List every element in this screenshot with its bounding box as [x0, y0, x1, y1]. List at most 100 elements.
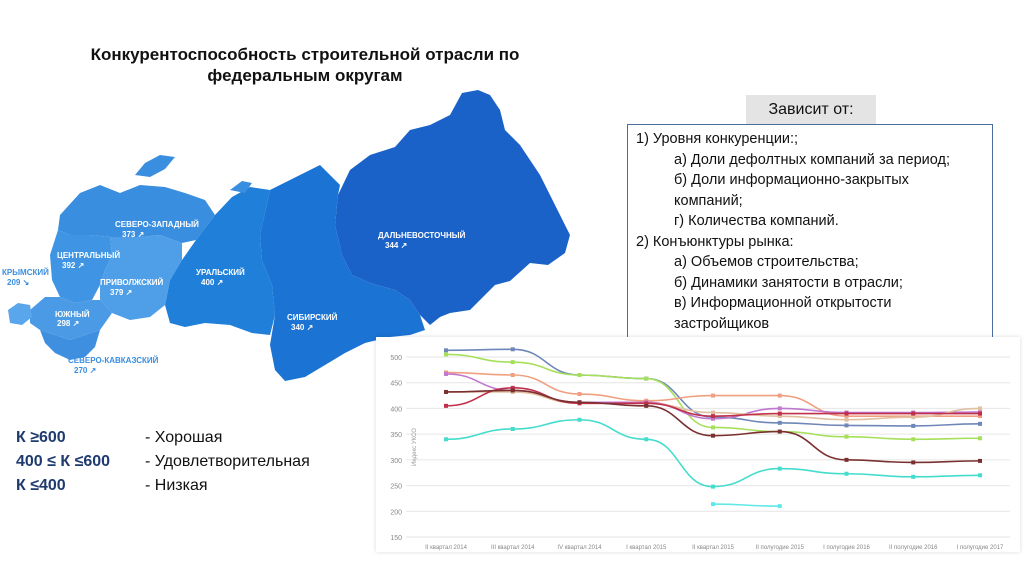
data-point [844, 457, 849, 462]
map-value-north-caucasus: 270 ↗ [74, 366, 96, 375]
data-point [577, 417, 582, 422]
data-point [911, 474, 916, 479]
factor-line: 2) Конъюнктуры рынка: [636, 233, 794, 250]
data-point [711, 416, 715, 421]
depends-on-label: Зависит от: [746, 95, 876, 125]
factors-box: 1) Уровня конкуренции:; а) Доли дефолтны… [627, 124, 993, 338]
factor-line: б) Динамики занятости в отрасли; [674, 274, 903, 291]
y-tick-label: 150 [390, 535, 402, 542]
x-tick-label: IV квартал 2014 [557, 545, 602, 551]
y-tick-label: 300 [390, 458, 402, 465]
map-region-central[interactable] [50, 230, 112, 303]
data-point [510, 385, 515, 390]
factor-line: компаний; [674, 192, 743, 209]
data-point [644, 403, 649, 408]
x-tick-label: III квартал 2014 [491, 545, 535, 551]
data-point [711, 433, 715, 438]
data-point [844, 411, 849, 416]
map-value-volga: 379 ↗ [110, 288, 132, 297]
data-point [510, 347, 515, 352]
data-point [510, 360, 515, 365]
map-label-north-west: СЕВЕРО-ЗАПАДНЫЙ [115, 220, 199, 229]
map-label-north-caucasus: СЕВЕРО-КАВКАЗСКИЙ [68, 356, 159, 365]
data-point [711, 484, 715, 489]
y-tick-label: 250 [390, 484, 402, 491]
map-region-far-east[interactable] [335, 90, 570, 325]
data-point [911, 423, 916, 428]
factor-line: застройщиков [674, 315, 770, 332]
data-point [444, 437, 448, 442]
data-point [978, 473, 982, 478]
map-peninsula [512, 155, 552, 225]
data-point [844, 434, 849, 439]
data-point [777, 414, 782, 419]
y-tick-label: 350 [390, 432, 402, 439]
map-region-north-caucasus[interactable] [40, 330, 100, 360]
map-region-crimea[interactable] [8, 303, 32, 325]
legend-desc-good: - Хорошая [145, 429, 223, 446]
map-islands [135, 155, 252, 193]
x-tick-label: I квартал 2015 [626, 545, 667, 551]
map-label-far-east: ДАЛЬНЕВОСТОЧНЫЙ [378, 231, 466, 240]
map-value-central: 392 ↗ [62, 261, 84, 270]
data-point [844, 423, 849, 428]
map-label-volga: ПРИВОЛЖСКИЙ [100, 278, 163, 287]
legend-desc-low: - Низкая [145, 477, 208, 494]
map-value-crimea: 209 ↘ [7, 278, 29, 287]
map-region-volga[interactable] [100, 235, 182, 320]
data-point [711, 414, 715, 419]
y-tick-label: 400 [390, 406, 402, 413]
data-point [444, 371, 448, 376]
data-point [444, 403, 448, 408]
page-title: Конкурентоспособность строительной отрас… [90, 45, 520, 85]
factor-line: б) Доли информационно-закрытых [674, 172, 909, 188]
map-region-south[interactable] [30, 297, 112, 340]
factor-line: 1) Уровня конкуренции:; [636, 131, 799, 147]
map-value-south: 298 ↗ [57, 319, 79, 328]
data-point [777, 406, 782, 411]
data-point [844, 417, 849, 422]
line-chart: 150 200 250 300 350 400 450 500 Индекс УКСО II кв… [376, 337, 1020, 552]
map-region-north-west[interactable] [58, 185, 215, 243]
x-tick-label: I полугодие 2016 [823, 545, 870, 551]
data-point [911, 437, 916, 442]
data-point [711, 502, 715, 507]
data-point [978, 406, 982, 411]
factor-line: а) Доли дефолтных компаний за период; [674, 151, 950, 168]
data-point [978, 458, 982, 463]
y-tick-label: 450 [390, 381, 402, 388]
x-tick-label: II полугодие 2015 [756, 545, 805, 551]
data-point [911, 415, 916, 420]
data-point [444, 389, 448, 394]
data-point [844, 414, 849, 419]
data-point [777, 393, 782, 398]
map-value-siberia: 340 ↗ [291, 323, 313, 332]
map-value-urals: 400 ↗ [201, 278, 223, 287]
data-point [844, 471, 849, 476]
factor-line: а) Объемов строительства; [674, 254, 859, 270]
data-point [644, 437, 649, 442]
map-label-siberia: СИБИРСКИЙ [287, 313, 338, 322]
data-point [444, 352, 448, 357]
data-point [777, 466, 782, 471]
x-tick-label: II квартал 2014 [425, 545, 467, 551]
data-point [978, 411, 982, 416]
russia-map: СЕВЕРО-ЗАПАДНЫЙ 373 ↗ ЦЕНТРАЛЬНЫЙ 392 ↗ … [2, 90, 570, 381]
data-point [644, 401, 649, 406]
map-region-siberia[interactable] [260, 165, 425, 381]
map-value-north-west: 373 ↗ [122, 230, 144, 239]
data-point [711, 410, 715, 415]
y-tick-label: 200 [390, 509, 402, 516]
y-axis-label: Индекс УКСО [412, 428, 418, 466]
data-point [978, 421, 982, 426]
y-tick-label: 500 [390, 355, 402, 362]
legend-key-satisfactory: 400 ≤ К ≤600 [16, 453, 111, 470]
data-point [510, 388, 515, 393]
data-point [711, 425, 715, 430]
legend-desc-satisfactory: - Удовлетворительная [145, 453, 310, 470]
data-point [911, 460, 916, 465]
map-region-urals[interactable] [165, 187, 275, 335]
legend-key-low: К ≤400 [16, 477, 66, 494]
data-point [444, 348, 448, 353]
data-point [510, 373, 515, 377]
